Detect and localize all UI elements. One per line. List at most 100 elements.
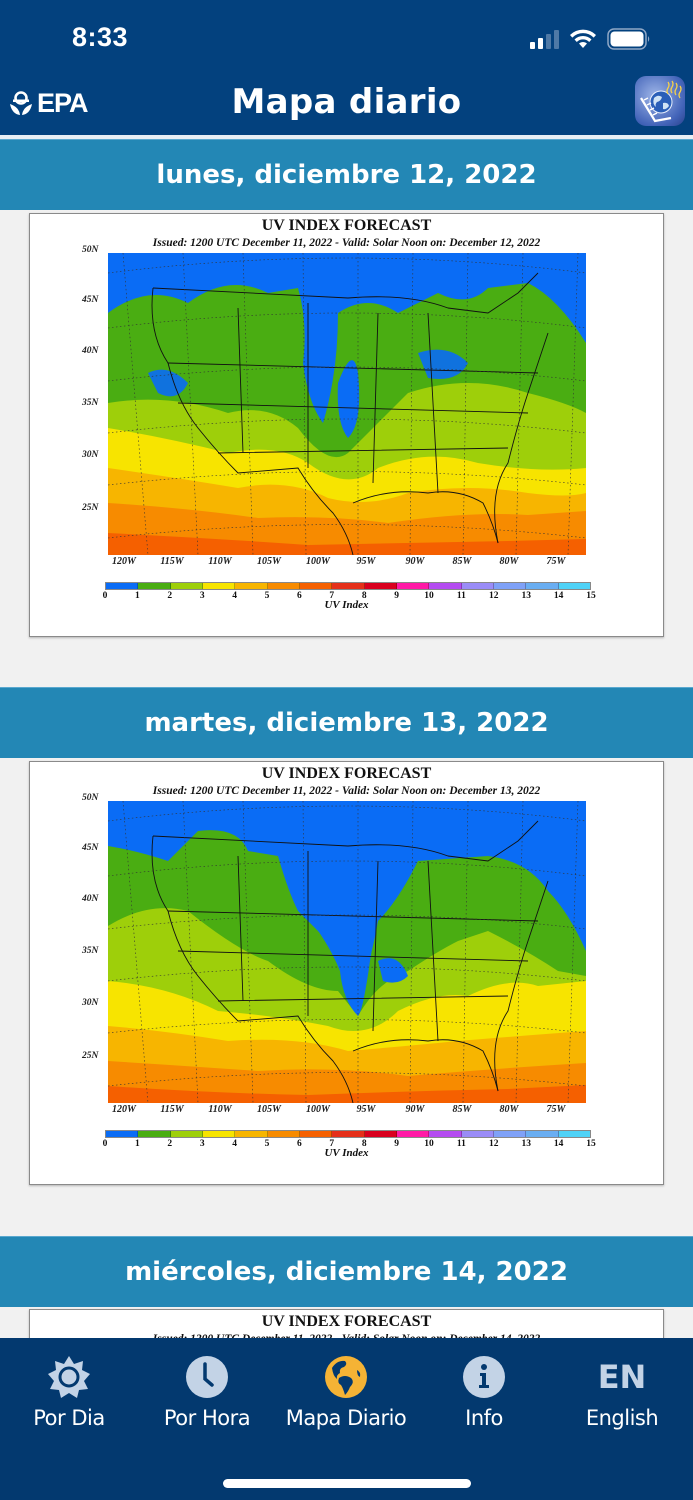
colorbar-tick: 1 xyxy=(135,591,140,601)
colorbar-segment xyxy=(235,1131,268,1137)
colorbar-tick: 15 xyxy=(586,1139,596,1149)
colorbar-segment xyxy=(526,1131,559,1137)
battery-icon xyxy=(607,28,650,50)
map-title: UV INDEX FORECAST xyxy=(261,217,432,234)
tab-por-dia[interactable]: Por Dia xyxy=(4,1354,134,1438)
colorbar-segment xyxy=(364,583,397,589)
colorbar-tick: 14 xyxy=(553,591,564,601)
day-banner: martes, diciembre 13, 2022 xyxy=(0,687,693,758)
lon-label: 90W xyxy=(405,556,425,567)
header-divider xyxy=(0,135,693,139)
tab-label: Info xyxy=(465,1406,503,1430)
lon-label: 110W xyxy=(208,556,232,567)
colorbar-segment xyxy=(138,1131,171,1137)
colorbar-label: UV Index xyxy=(324,599,369,611)
colorbar-tick: 8 xyxy=(361,591,367,601)
colorbar-tick: 7 xyxy=(329,1139,335,1149)
status-icons xyxy=(530,28,651,50)
lat-label: 30N xyxy=(82,998,99,1008)
lon-label: 105W xyxy=(257,1104,281,1115)
colorbar-tick: 8 xyxy=(361,1139,367,1149)
lon-label: 115W xyxy=(160,1104,184,1115)
lon-label: 105W xyxy=(257,556,281,567)
uv-map-card[interactable]: UV INDEX FORECAST Issued: 1200 UTC Decem… xyxy=(29,213,664,637)
colorbar-tick: 11 xyxy=(456,1139,466,1149)
tab-label: Por Dia xyxy=(33,1406,105,1430)
colorbar-tick: 9 xyxy=(394,591,399,601)
tab-mapa-diario[interactable]: Mapa Diario xyxy=(281,1354,411,1438)
colorbar-segment xyxy=(202,583,236,589)
lat-label: 40N xyxy=(82,346,99,356)
lon-label: 75W xyxy=(546,1104,566,1115)
home-indicator[interactable] xyxy=(223,1479,471,1488)
lat-label: 30N xyxy=(82,450,99,460)
clock-icon xyxy=(184,1354,230,1400)
colorbar-tick: 15 xyxy=(586,591,596,601)
colorbar-segment xyxy=(138,583,171,589)
colorbar-segment xyxy=(106,583,139,589)
lon-label: 90W xyxy=(405,1104,425,1115)
colorbar-tick: 11 xyxy=(456,591,466,601)
epa-logo-text: EPA xyxy=(37,88,89,118)
colorbar-tick: 14 xyxy=(553,1139,564,1149)
uv-map-plot xyxy=(108,253,586,555)
epa-logo[interactable]: EPA xyxy=(8,88,89,119)
tab-info[interactable]: Info xyxy=(419,1354,549,1438)
lon-label: 100W xyxy=(306,556,330,567)
wifi-icon xyxy=(570,29,596,48)
lon-label: 80W xyxy=(499,1104,519,1115)
lat-label: 45N xyxy=(82,843,99,853)
lon-label: 115W xyxy=(160,556,184,567)
colorbar-segment xyxy=(299,583,333,589)
lon-label: 75W xyxy=(546,556,566,567)
colorbar-segment xyxy=(461,1131,494,1137)
lat-label: 25N xyxy=(82,1051,99,1061)
colorbar-segment xyxy=(106,1131,139,1137)
cellular-signal-icon xyxy=(530,29,559,49)
map-title: UV INDEX FORECAST xyxy=(261,765,432,782)
colorbar-tick: 1 xyxy=(135,1139,140,1149)
lat-label: 25N xyxy=(82,503,99,513)
colorbar-tick: 13 xyxy=(521,1139,531,1149)
status-time: 8:33 xyxy=(72,22,129,52)
colorbar-segment xyxy=(429,583,462,589)
lat-label: 45N xyxy=(82,295,99,305)
colorbar-segment xyxy=(493,583,527,589)
uv-colorbar xyxy=(105,1130,591,1138)
language-en-icon: EN xyxy=(597,1358,647,1396)
colorbar-segment xyxy=(429,1131,462,1137)
map-title: UV INDEX FORECAST xyxy=(261,1313,432,1330)
uv-map-plot xyxy=(108,801,586,1103)
colorbar-tick: 2 xyxy=(167,591,173,601)
lon-label: 120W xyxy=(112,556,136,567)
lon-label: 110W xyxy=(208,1104,232,1115)
info-icon xyxy=(461,1354,507,1400)
colorbar-segment xyxy=(493,1131,527,1137)
colorbar-segment xyxy=(235,583,268,589)
colorbar-segment xyxy=(267,583,300,589)
colorbar-tick: 13 xyxy=(521,591,531,601)
colorbar-tick: 0 xyxy=(102,1139,108,1149)
colorbar-segment xyxy=(170,583,203,589)
colorbar-tick: 12 xyxy=(489,1139,499,1149)
day-banner: lunes, diciembre 12, 2022 xyxy=(0,139,693,210)
colorbar-segment xyxy=(558,1131,590,1137)
map-subtitle: Issued: 1200 UTC December 11, 2022 - Val… xyxy=(152,785,541,797)
day-banner: miércoles, diciembre 14, 2022 xyxy=(0,1236,693,1307)
colorbar-segment xyxy=(299,1131,333,1137)
colorbar-tick: 4 xyxy=(232,1139,237,1149)
tab-label: Por Hora xyxy=(163,1406,251,1430)
tab-por-hora[interactable]: Por Hora xyxy=(142,1354,272,1438)
colorbar-segment xyxy=(202,1131,236,1137)
uv-app-icon[interactable] xyxy=(635,76,685,126)
colorbar-tick: 10 xyxy=(424,591,434,601)
colorbar-tick: 5 xyxy=(264,591,270,601)
uv-colorbar xyxy=(105,582,591,590)
colorbar-tick: 6 xyxy=(297,591,302,601)
colorbar-tick: 7 xyxy=(329,591,335,601)
app-header: EPA Mapa diario xyxy=(0,70,693,135)
uv-map-card[interactable]: UV INDEX FORECAST Issued: 1200 UTC Decem… xyxy=(29,761,664,1185)
colorbar-label: UV Index xyxy=(324,1147,369,1159)
tab-english[interactable]: EN English xyxy=(557,1354,687,1438)
colorbar-tick: 10 xyxy=(424,1139,434,1149)
